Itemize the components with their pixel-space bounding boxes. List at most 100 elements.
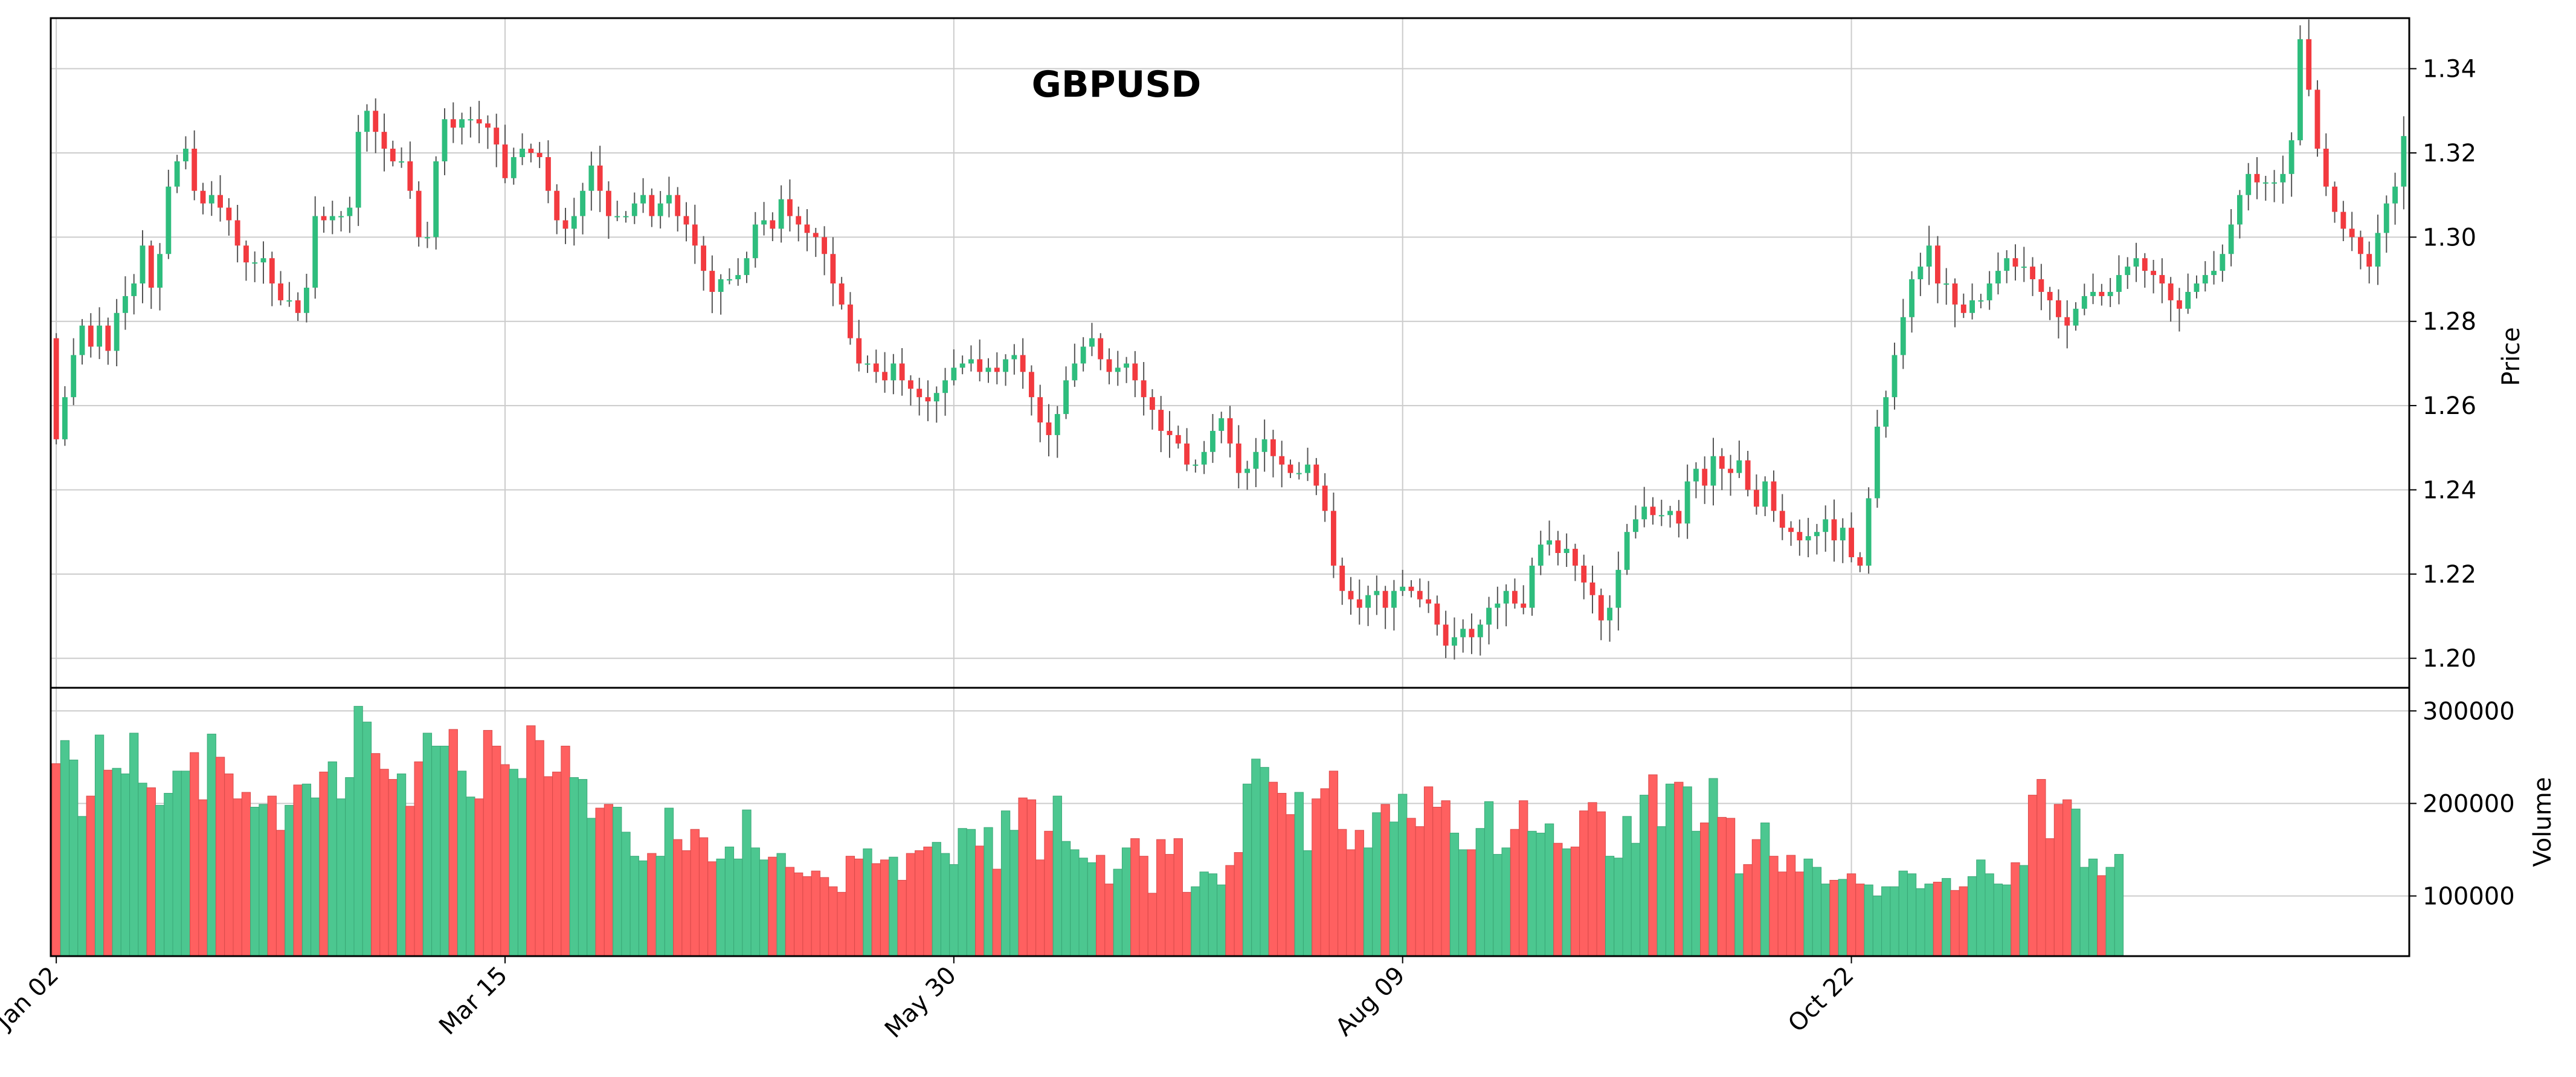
candle-up <box>744 258 750 276</box>
price-panel-frame <box>50 17 2410 689</box>
candle-down <box>709 271 715 292</box>
volume-bar <box>1760 823 1770 957</box>
candle-up <box>1063 380 1069 415</box>
candle-up <box>312 216 318 288</box>
volume-bar <box>1018 797 1028 957</box>
candle-down <box>925 397 931 402</box>
volume-bar <box>259 804 268 957</box>
candle-down <box>1728 468 1733 473</box>
volume-bar <box>1260 767 1269 957</box>
candle-up <box>1400 586 1406 591</box>
price-tick-label: 1.32 <box>2423 140 2476 167</box>
candles-layer <box>53 19 2407 660</box>
candle-down <box>1831 519 1837 541</box>
volume-bar <box>595 807 605 957</box>
volume-bar <box>138 783 147 957</box>
volume-bar <box>388 779 398 957</box>
candle-up <box>79 325 85 355</box>
volume-bar <box>345 777 355 957</box>
volume-bar <box>2027 795 2038 957</box>
candle-down <box>2030 267 2035 280</box>
candle-up <box>286 300 292 302</box>
volume-bar <box>871 863 881 957</box>
volume-bar <box>1035 859 1045 957</box>
volume-bar <box>1182 891 1192 957</box>
volume-bar <box>414 761 423 957</box>
volume-bar <box>1562 848 1571 957</box>
volume-bar <box>1380 804 1390 957</box>
candle-up <box>778 199 784 229</box>
candle-down <box>2332 186 2337 212</box>
candle-up <box>1926 245 1932 267</box>
volume-bar <box>509 769 518 957</box>
candle-up <box>252 262 258 264</box>
candle-up <box>1054 414 1060 435</box>
volume-bar <box>1432 807 1442 957</box>
volume-bar <box>1588 802 1597 957</box>
volume-bar <box>250 807 260 957</box>
candle-down <box>1098 338 1104 360</box>
candle-up <box>1909 279 1914 317</box>
candle-down <box>606 190 611 216</box>
volume-bar <box>776 853 786 957</box>
candle-down <box>1175 435 1181 444</box>
volume-bar <box>1234 852 1243 957</box>
candle-up <box>1814 532 1820 537</box>
volume-bar <box>1052 795 1062 957</box>
volume-bar <box>681 850 691 957</box>
volume-bar <box>1553 843 1563 957</box>
candle-down <box>839 283 845 305</box>
candle-up <box>1538 545 1544 566</box>
volume-bar <box>1881 886 1891 957</box>
candle-down <box>1141 380 1147 398</box>
price-tick-label: 1.26 <box>2423 392 2476 420</box>
volume-bar <box>1570 846 1580 957</box>
volume-bar <box>1251 758 1261 957</box>
candle-down <box>1150 397 1155 410</box>
candle-up <box>510 157 517 178</box>
volume-bar <box>224 773 234 957</box>
volume-bar <box>630 856 639 957</box>
candle-up <box>951 367 957 381</box>
candle-down <box>2306 39 2312 90</box>
candle-down <box>494 128 500 145</box>
volume-bar <box>517 778 527 957</box>
candle-down <box>2099 291 2105 296</box>
volume-bar <box>1026 799 1037 957</box>
candle-down <box>1788 528 1794 532</box>
volume-bar <box>647 853 657 957</box>
candle-down <box>822 237 827 254</box>
volume-bar <box>587 818 596 957</box>
candle-up <box>985 367 991 372</box>
volume-bar <box>863 848 872 957</box>
candle-down <box>407 161 413 191</box>
candle-down <box>2047 291 2053 300</box>
volume-bar <box>267 795 277 957</box>
candle-down <box>148 245 154 288</box>
candle-down <box>1270 439 1276 456</box>
candle-down <box>1771 481 1777 511</box>
candle-down <box>683 216 689 225</box>
candle-down <box>1417 590 1423 600</box>
volume-tick-label: 200000 <box>2423 790 2515 818</box>
volume-bar <box>837 891 846 957</box>
candle-down <box>692 224 698 246</box>
volume-bar <box>2053 804 2064 957</box>
volume-bar <box>94 734 105 957</box>
volume-bar <box>1890 886 1899 957</box>
candle-down <box>649 195 655 216</box>
candle-up <box>425 237 430 239</box>
candle-up <box>1547 540 1552 545</box>
candle-down <box>770 220 776 229</box>
candle-up <box>2246 173 2252 195</box>
candle-down <box>856 338 862 364</box>
volume-bar <box>613 807 622 957</box>
candle-down <box>977 359 983 372</box>
volume-bar <box>198 799 208 957</box>
candle-down <box>848 304 853 338</box>
candle-down <box>1227 418 1233 444</box>
candle-down <box>1589 582 1596 595</box>
candle-up <box>1823 519 1829 532</box>
candle-up <box>657 203 663 216</box>
